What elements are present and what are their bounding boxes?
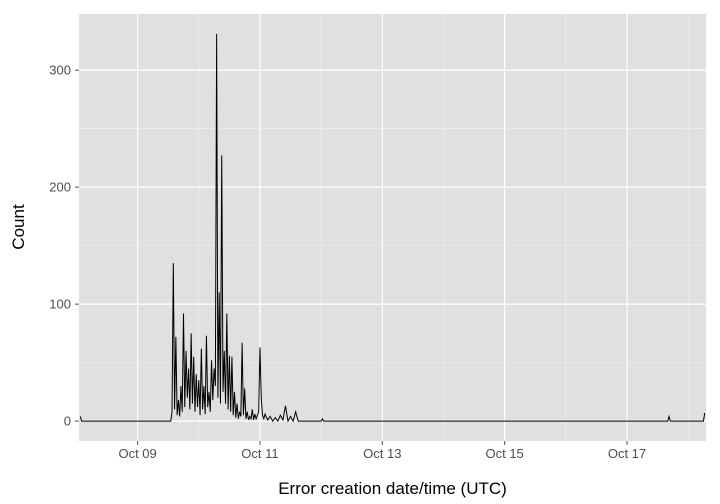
y-tick-label: 0: [64, 414, 71, 429]
minor-gridlines: [79, 14, 706, 441]
x-tick-label: Oct 17: [608, 446, 646, 461]
y-tick-label: 200: [49, 180, 71, 195]
x-tick-label: Oct 15: [485, 446, 523, 461]
x-tick-label: Oct 09: [118, 446, 156, 461]
series-line: [79, 33, 706, 423]
x-tick-label: Oct 13: [363, 446, 401, 461]
y-tick-label: 100: [49, 297, 71, 312]
plot-background: [79, 14, 706, 441]
x-axis-ticks: Oct 09 Oct 11 Oct 13 Oct 15 Oct 17: [118, 441, 646, 461]
y-axis-title: Count: [9, 204, 28, 250]
x-tick-label: Oct 11: [241, 446, 278, 461]
x-axis-title: Error creation date/time (UTC): [278, 479, 507, 498]
y-axis-ticks: 0 100 200 300: [49, 63, 79, 429]
y-tick-label: 300: [49, 63, 71, 78]
